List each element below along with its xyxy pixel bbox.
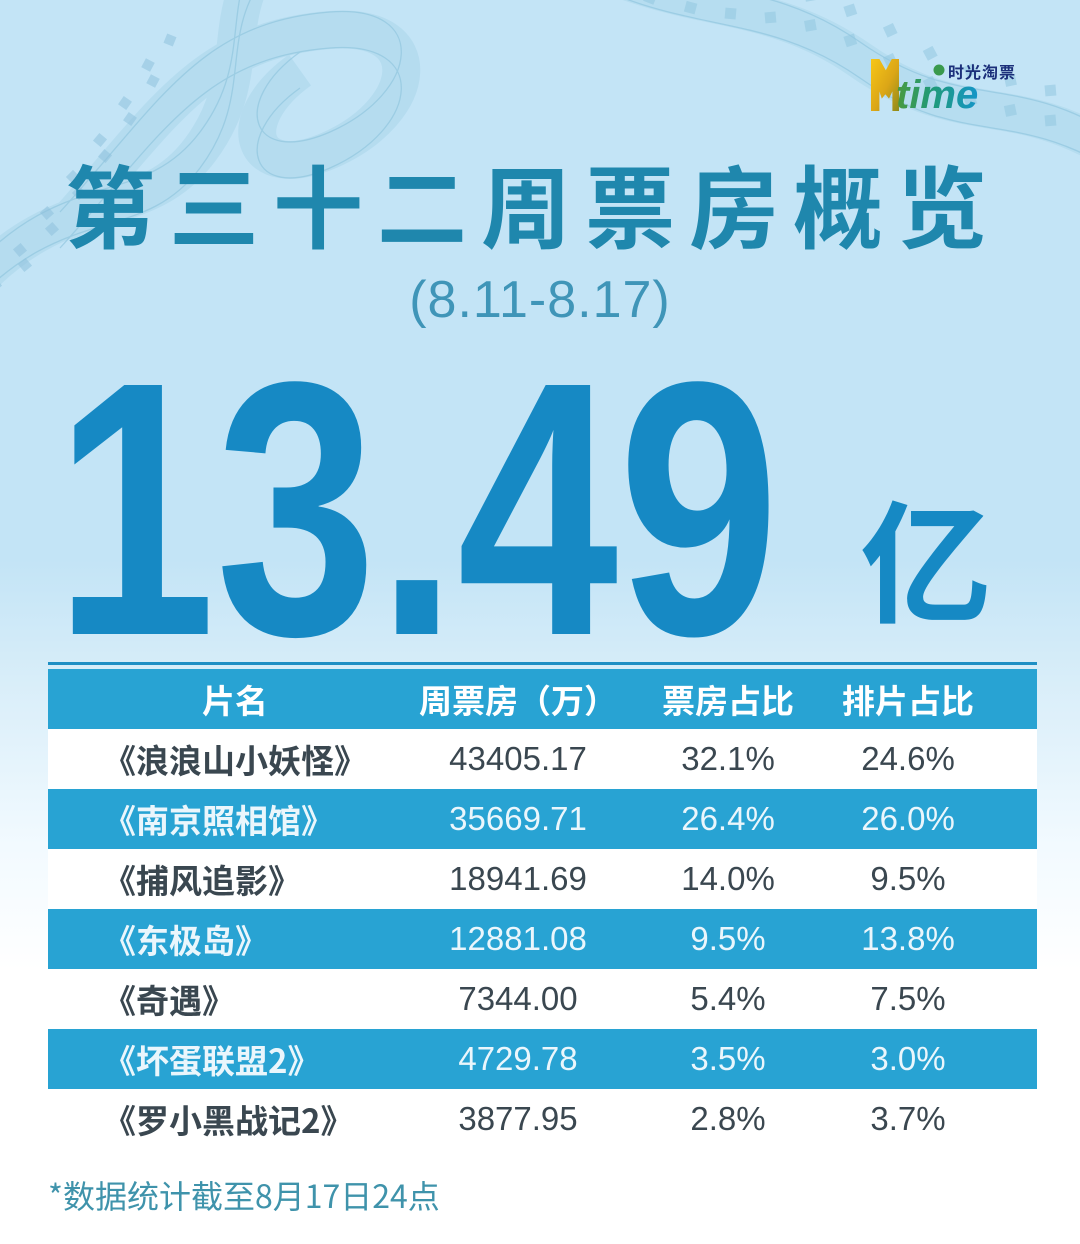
svg-text:时光淘票: 时光淘票: [948, 59, 1016, 83]
